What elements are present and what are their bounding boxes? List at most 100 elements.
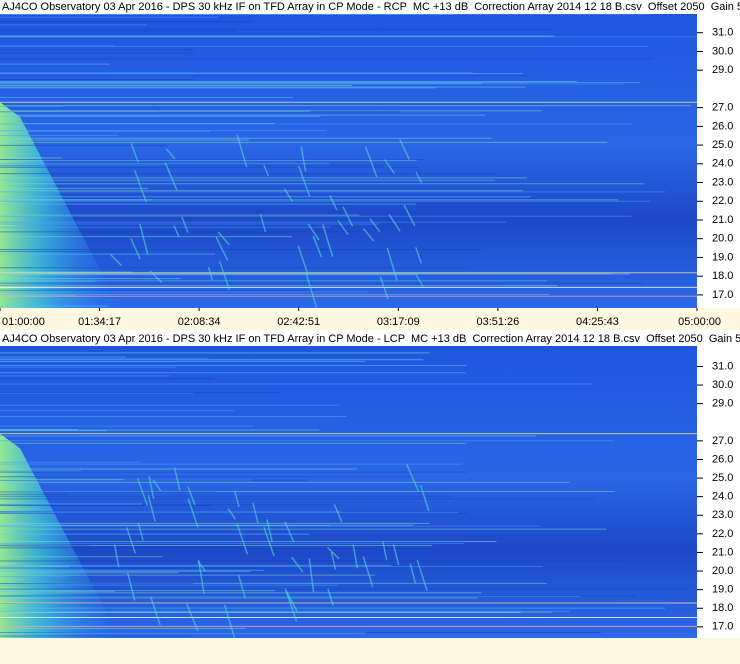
burst [215,236,229,261]
burst [327,588,335,606]
burst [130,142,139,163]
burst [419,484,430,512]
y-tick-label: 31.0 [712,360,733,372]
burst [362,556,374,588]
y-tick-label: 21.0 [712,546,733,558]
y-tick-label: 23.0 [712,176,733,188]
burst [305,273,318,308]
burst [330,551,337,570]
axis-area [697,346,740,638]
burst [364,146,378,178]
y-tick-label: 27.0 [712,102,733,114]
burst [136,478,149,506]
y-tick-label: 20.0 [712,233,733,245]
burst [236,523,249,555]
spectrogram-plot [0,346,699,639]
burst [297,165,311,197]
burst [283,188,293,202]
y-tick-label: 29.0 [712,64,733,76]
y-tick-label: 27.0 [712,435,733,447]
low-frequency-glow [0,102,120,308]
burst [392,544,400,566]
burst [187,498,199,528]
burst [291,556,304,573]
bottom-strip [0,638,740,664]
burst [352,544,359,569]
burst [406,464,420,492]
plot-background [0,14,697,308]
burst [234,491,240,508]
burst [326,546,340,560]
burst [217,231,230,246]
y-tick-label: 25.0 [712,472,733,484]
burst [379,276,389,300]
burst [308,558,315,593]
y-tick-label: 29.0 [712,398,733,410]
y-tick-label: 24.0 [712,158,733,170]
burst [383,159,395,174]
burst [300,146,307,172]
burst [130,238,141,260]
burst [133,169,147,203]
burst [263,527,275,557]
burst [181,216,189,233]
y-tick-label: 30.0 [712,45,733,57]
burst [297,245,309,275]
burst [152,479,162,492]
burst [403,204,416,227]
y-tick-label: 18.0 [712,602,733,614]
burst [386,247,398,281]
burst [252,502,259,524]
time-axis-strip [0,308,740,330]
burst [173,225,180,238]
burst [415,171,423,184]
burst [137,522,144,541]
y-tick-label: 26.0 [712,453,733,465]
x-tick-label: 02:42:51 [277,316,320,328]
y-tick-label: 22.0 [712,528,733,540]
y-tick-label: 22.0 [712,195,733,207]
spectrogram-plot [0,13,698,308]
burst [149,270,163,283]
burst [147,494,156,522]
burst [139,223,149,255]
burst [236,134,248,168]
burst [149,596,161,626]
burst [307,223,320,241]
x-tick-label: 01:00:00 [2,316,45,328]
burst [415,274,424,288]
burst [227,508,236,520]
burst [173,467,181,491]
x-tick-label: 05:00:00 [678,316,721,328]
burst [113,544,120,568]
burst [312,235,323,258]
y-tick-label: 25.0 [712,139,733,151]
burst [187,486,196,506]
y-tick-label: 19.0 [712,584,733,596]
burst [388,214,401,232]
y-tick-label: 31.0 [712,27,733,39]
y-tick-label: 23.0 [712,509,733,521]
burst [165,148,176,160]
panel-title: AJ4CO Observatory 03 Apr 2016 - DPS 30 k… [2,333,740,345]
y-tick-label: 30.0 [712,379,733,391]
y-tick-label: 19.0 [712,251,733,263]
burst [381,541,388,561]
burst [207,266,214,281]
burst [369,218,381,233]
burst [223,604,236,639]
burst [109,253,123,267]
burst [322,224,334,257]
x-tick-label: 03:17:09 [377,316,420,328]
burst [414,247,423,264]
burst [185,602,199,632]
burst [337,219,349,236]
burst [399,139,410,160]
x-tick-label: 01:34:17 [78,316,121,328]
y-tick-label: 17.0 [712,621,733,633]
y-tick-label: 20.0 [712,565,733,577]
burst [266,519,273,542]
x-tick-label: 03:51:26 [476,316,519,328]
